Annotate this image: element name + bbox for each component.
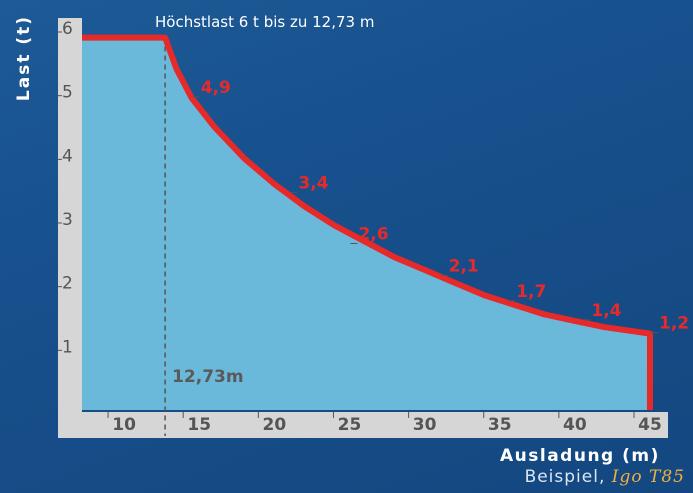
x-tick-label: 10: [112, 415, 136, 435]
source-prefix: Beispiel,: [524, 467, 612, 487]
load-curve: [82, 34, 653, 411]
x-tick-label: 20: [263, 415, 287, 435]
value-label: 3,4: [298, 174, 328, 194]
x-tick-label: 35: [488, 415, 512, 435]
y-tick-label: 5: [62, 83, 73, 103]
load-area: [82, 37, 650, 410]
x-tick-label: 25: [338, 415, 362, 435]
crane-model-name: Igo T85: [611, 467, 685, 487]
y-tick-label: 2: [62, 274, 73, 294]
value-label: 1,2: [659, 314, 689, 334]
x-tick-label: 45: [638, 415, 662, 435]
x-tick-label: 30: [413, 415, 437, 435]
x-axis-bar: [58, 412, 668, 438]
x-tick-label: 15: [187, 415, 211, 435]
y-tick-label: 3: [62, 210, 73, 230]
value-label: 2,1: [449, 256, 479, 276]
y-tick-label: 1: [62, 337, 73, 357]
y-axis-bar: [58, 18, 82, 438]
value-label: 1,7: [516, 282, 546, 302]
y-axis-label: Last (t): [14, 14, 34, 102]
y-tick-label: 4: [62, 146, 73, 166]
value-label: 1,4: [591, 301, 621, 321]
reference-line-label: 12,73m: [172, 367, 244, 387]
source-caption: Beispiel, Igo T85: [525, 467, 685, 487]
value-label: 4,9: [201, 78, 231, 98]
y-tick-label: 6: [62, 19, 73, 39]
value-label: 2,6: [358, 224, 388, 244]
x-tick-label: 40: [563, 415, 587, 435]
x-axis-label: Ausladung (m): [500, 446, 660, 466]
chart-title: Höchstlast 6 t bis zu 12,73 m: [155, 13, 374, 31]
